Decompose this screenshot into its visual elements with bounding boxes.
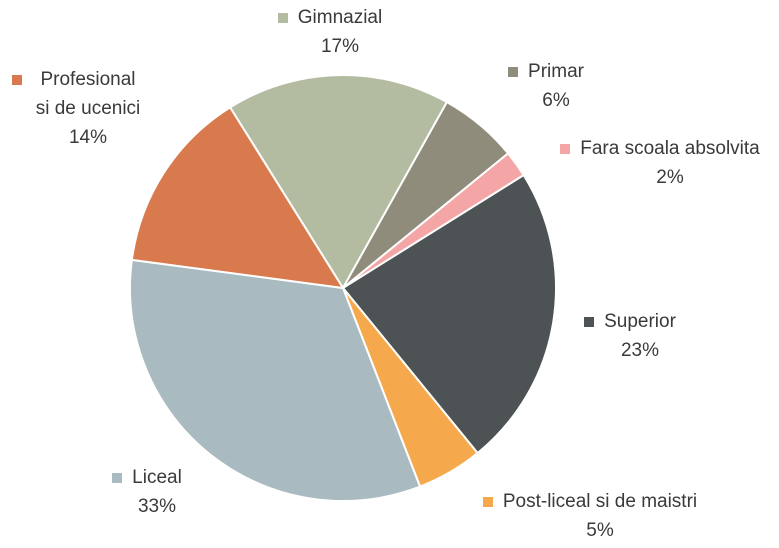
legend-entry: Post-liceal si de maistri: [482, 487, 698, 516]
slice: [130, 105, 345, 290]
legend-swatch: [560, 144, 571, 154]
legend-swatch: [277, 13, 288, 23]
category-name: Fara scoala absolvita: [580, 138, 760, 159]
value-label: 17%: [320, 36, 360, 57]
category-name: Post-liceal si de maistri: [502, 491, 698, 512]
category-name: Superior: [604, 311, 676, 332]
category-name: Primar: [528, 61, 584, 82]
category-name: Liceal: [132, 467, 182, 488]
legend-swatch: [482, 497, 493, 507]
slice-label: Profesional si de ucenici 14%: [12, 65, 144, 152]
legend-swatch: [112, 473, 123, 483]
legend-swatch: [508, 67, 519, 77]
legend-entry: Fara scoala absolvita: [560, 134, 760, 163]
slice: [228, 74, 449, 290]
slice-label: Primar 6%: [476, 57, 636, 115]
legend-entry: Gimnazial: [277, 3, 383, 32]
slice: [129, 258, 422, 502]
legend-entry: Primar: [508, 57, 584, 86]
legend-swatch: [584, 317, 595, 327]
legend-entry: Liceal: [112, 463, 182, 492]
legend-entry: Profesional si de ucenici: [12, 65, 144, 123]
legend-swatch: [12, 75, 22, 85]
slice-label: Post-liceal si de maistri 5%: [450, 487, 750, 545]
value-label: 14%: [68, 127, 108, 148]
legend-entry: Superior: [584, 307, 676, 336]
slice-label: Superior 23%: [560, 307, 720, 365]
value-label: 2%: [656, 167, 684, 188]
slice: [341, 173, 557, 455]
value-label: 33%: [137, 496, 177, 517]
value-label: 6%: [542, 90, 570, 111]
value-label: 23%: [620, 340, 660, 361]
slice-label: Gimnazial 17%: [240, 3, 440, 61]
slice-label: Liceal 33%: [77, 463, 237, 521]
slice-label: Fara scoala absolvita 2%: [540, 134, 779, 192]
category-name: Profesional si de ucenici: [35, 69, 141, 119]
value-label: 5%: [586, 520, 614, 541]
category-name: Gimnazial: [297, 7, 383, 28]
